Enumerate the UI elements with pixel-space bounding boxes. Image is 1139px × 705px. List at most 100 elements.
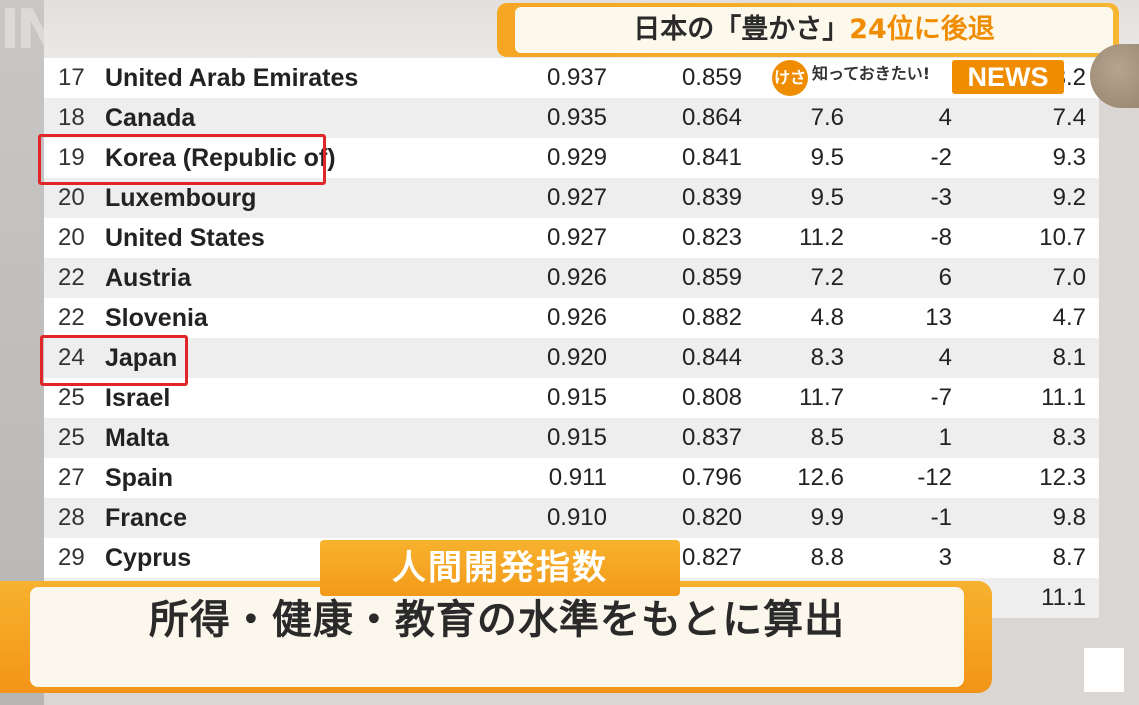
value-cell: 9.9 <box>810 504 844 531</box>
value-cell: 8.1 <box>1052 344 1086 371</box>
title-part-orange: 24位に後退 <box>849 14 995 45</box>
value-cell: 7.4 <box>1052 104 1086 131</box>
value-cell: 9.2 <box>1052 184 1086 211</box>
value-cell: 12.3 <box>1039 464 1086 491</box>
value-cell: 0.837 <box>681 424 742 451</box>
value-cell: 8.8 <box>810 544 844 571</box>
caption-bar: 所得・健康・教育の水準をもとに算出 <box>0 581 992 693</box>
country-cell: Slovenia <box>105 304 208 332</box>
rank-cell: 18 <box>58 104 85 131</box>
country-cell: Korea (Republic of) <box>105 144 336 172</box>
news-badge: けさ 知っておきたい! NEWS <box>772 60 1072 96</box>
country-cell: Malta <box>105 424 169 452</box>
value-cell: -3 <box>930 184 952 211</box>
table-row: 25 Israel 0.915 0.808 11.7 -7 11.1 <box>44 378 1099 418</box>
table-row: 19 Korea (Republic of) 0.929 0.841 9.5 -… <box>44 138 1099 178</box>
rank-cell: 17 <box>58 64 85 91</box>
country-cell: United Arab Emirates <box>105 64 359 92</box>
value-cell: -1 <box>930 504 952 531</box>
value-cell: 8.3 <box>810 344 844 371</box>
value-cell: 0.864 <box>681 104 742 131</box>
japan-highlight-box <box>40 335 188 386</box>
value-cell: 0.820 <box>681 504 742 531</box>
table-row: 20 Luxembourg 0.927 0.839 9.5 -3 9.2 <box>44 178 1099 218</box>
value-cell: 1 <box>938 424 952 451</box>
value-cell: 11.2 <box>799 224 844 251</box>
value-cell: 0.827 <box>681 544 742 571</box>
value-cell: 0.796 <box>681 464 742 491</box>
value-cell: 9.5 <box>810 184 844 211</box>
value-cell: 3 <box>938 544 952 571</box>
value-cell: 8.3 <box>1052 424 1086 451</box>
rank-cell: 24 <box>58 344 85 371</box>
korea-highlight-box <box>38 134 326 185</box>
news-label: NEWS <box>952 60 1064 94</box>
caption-tab-text: 人間開発指数 <box>392 548 608 588</box>
value-cell: 7.0 <box>1052 264 1086 291</box>
value-cell: -7 <box>930 384 952 411</box>
value-cell: 7.2 <box>810 264 844 291</box>
corner-square <box>1084 648 1124 692</box>
rank-cell: 20 <box>58 224 85 251</box>
value-cell: 9.3 <box>1052 144 1086 171</box>
value-cell: 6 <box>938 264 952 291</box>
value-cell: 0.915 <box>546 384 607 411</box>
value-cell: -2 <box>930 144 952 171</box>
value-cell: 0.927 <box>546 224 607 251</box>
value-cell: 0.915 <box>546 424 607 451</box>
rank-cell: 29 <box>58 544 85 571</box>
value-cell: 0.844 <box>681 344 742 371</box>
value-cell: 0.920 <box>546 344 607 371</box>
rank-cell: 25 <box>58 424 85 451</box>
country-cell: Japan <box>105 344 178 372</box>
value-cell: 0.859 <box>681 264 742 291</box>
value-cell: -8 <box>930 224 952 251</box>
country-cell: Cyprus <box>105 544 192 572</box>
value-cell: 4.8 <box>810 304 844 331</box>
rank-cell: 22 <box>58 304 85 331</box>
country-cell: United States <box>105 224 265 252</box>
country-cell: Israel <box>105 384 171 412</box>
value-cell: 11.1 <box>1041 384 1086 411</box>
value-cell: 0.927 <box>546 184 607 211</box>
caption-main: 所得・健康・教育の水準をもとに算出 <box>30 587 964 687</box>
value-cell: 9.5 <box>810 144 844 171</box>
table-row: 29 Cyprus 0.827 8.8 3 8.7 <box>44 538 1099 578</box>
value-cell: 0.808 <box>681 384 742 411</box>
value-cell: 0.823 <box>681 224 742 251</box>
value-cell: 10.7 <box>1039 224 1086 251</box>
rank-cell: 28 <box>58 504 85 531</box>
table-row: 20 United States 0.927 0.823 11.2 -8 10.… <box>44 218 1099 258</box>
value-cell: 0.911 <box>548 464 607 491</box>
rank-cell: 27 <box>58 464 85 491</box>
rank-cell: 25 <box>58 384 85 411</box>
caption-tab: 人間開発指数 <box>320 540 680 596</box>
table-row: 22 Austria 0.926 0.859 7.2 6 7.0 <box>44 258 1099 298</box>
value-cell: 0.839 <box>681 184 742 211</box>
value-cell: 4 <box>938 104 952 131</box>
value-cell: 0.910 <box>546 504 607 531</box>
value-cell: 4 <box>938 344 952 371</box>
rank-cell: 20 <box>58 184 85 211</box>
value-cell: 4.7 <box>1052 304 1086 331</box>
value-cell: 11.1 <box>1041 584 1086 611</box>
value-cell: 0.859 <box>681 64 742 91</box>
table-row: 24 Japan 0.920 0.844 8.3 4 8.1 <box>44 338 1099 378</box>
value-cell: 0.926 <box>546 264 607 291</box>
value-cell: 0.926 <box>546 304 607 331</box>
rank-cell: 22 <box>58 264 85 291</box>
value-cell: 7.6 <box>810 104 844 131</box>
value-cell: 9.8 <box>1052 504 1086 531</box>
value-cell: 0.935 <box>546 104 607 131</box>
table-row: 27 Spain 0.911 0.796 12.6 -12 12.3 <box>44 458 1099 498</box>
title-banner-text: 日本の「豊かさ」24位に後退 <box>515 7 1113 53</box>
country-cell: Canada <box>105 104 196 132</box>
rank-cell: 19 <box>58 144 85 171</box>
news-circle-logo: けさ <box>772 60 808 96</box>
country-cell: France <box>105 504 187 532</box>
value-cell: 11.7 <box>799 384 844 411</box>
country-cell: Austria <box>105 264 192 292</box>
table-row: 28 France 0.910 0.820 9.9 -1 9.8 <box>44 498 1099 538</box>
title-part-dark: 日本の「豊かさ」 <box>633 14 850 45</box>
value-cell: -12 <box>917 464 952 491</box>
